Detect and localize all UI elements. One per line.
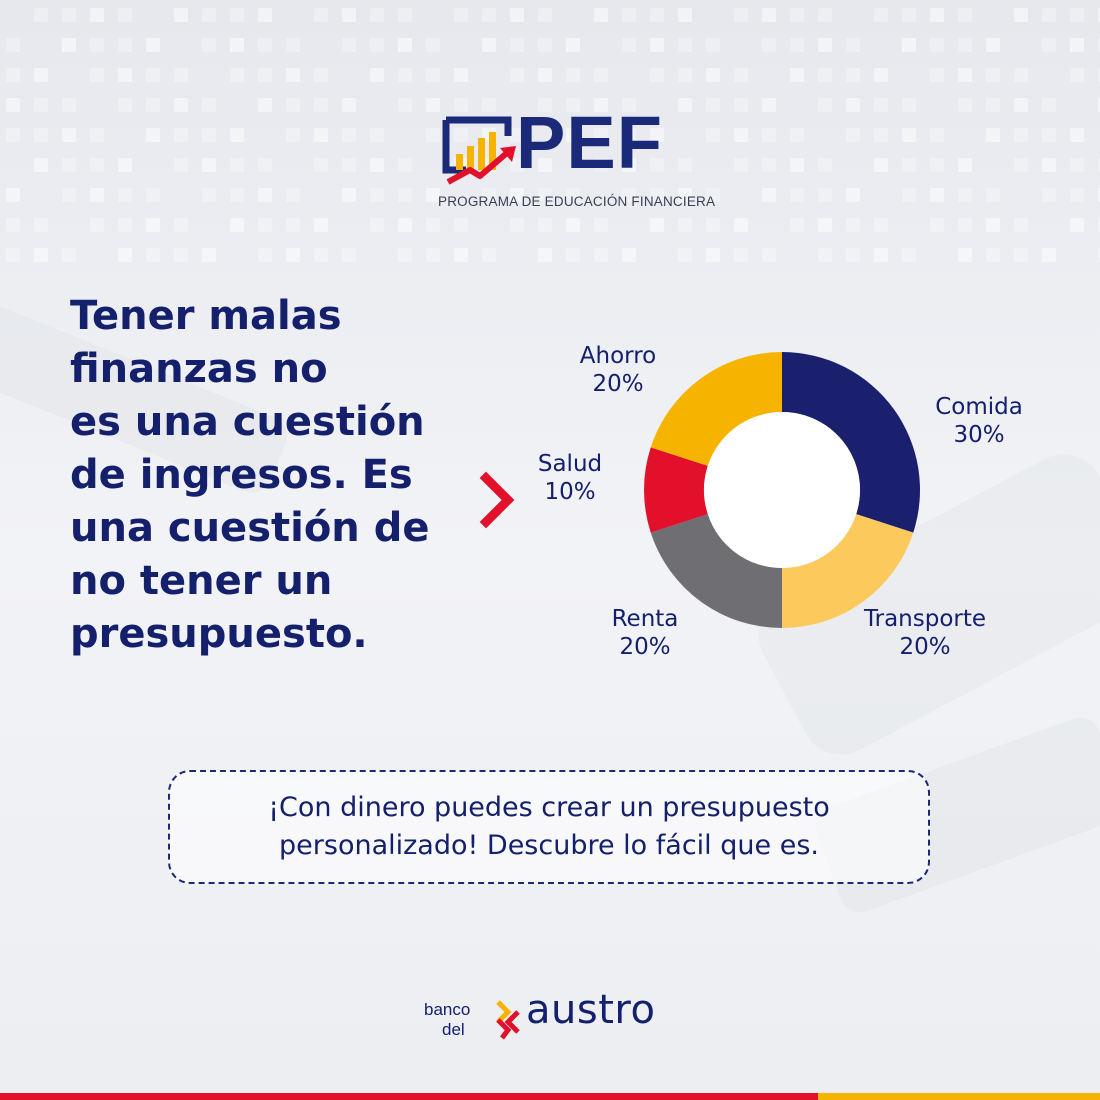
headline-line: presupuesto. [70,611,368,657]
bank-logo-small-text: banco [424,1000,471,1019]
slice-label-transporte: Transporte [863,606,986,632]
slice-value-renta: 20% [619,634,670,660]
headline-line: finanzas no [70,346,328,392]
cta-line: ¡Con dinero puedes crear un presupuesto [268,792,830,823]
donut-slice-transporte [782,514,914,628]
slice-label-salud: Salud [538,451,602,477]
chevron-right-icon [479,471,515,529]
slice-value-comida: 30% [953,422,1004,448]
slice-value-salud: 10% [544,479,595,505]
slice-value-transporte: 20% [899,634,950,660]
donut-slice-comida [782,352,920,533]
donut-hole [704,412,860,568]
rising-bars-arrow-icon [442,116,516,185]
bank-logo-name: austro [526,987,656,1033]
slice-label-ahorro: Ahorro [580,343,656,369]
bank-logo-small-text: del [442,1020,465,1039]
slice-label-renta: Renta [612,606,679,632]
headline-line: es una cuestión [70,399,425,445]
slice-label-comida: Comida [935,394,1023,420]
headline: Tener malas finanzas no es una cuestión … [70,290,490,661]
cta-line: personalizado! Descubre lo fácil que es. [279,830,819,861]
budget-donut-chart: Comida30%Transporte20%Renta20%Salud10%Ah… [538,343,1023,660]
headline-line: una cuestión de [70,505,430,551]
slice-value-ahorro: 20% [592,371,643,397]
banco-del-austro-logo: banco del austro [424,990,684,1046]
footer-bar-gold [818,1093,1100,1100]
donut-slice-ahorro [650,352,782,466]
headline-line: de ingresos. Es [70,452,413,498]
donut-slice-renta [650,514,782,628]
footer-bar-red [0,1093,818,1100]
pef-logo-name: PEF [516,101,663,184]
donut-slice-salud [644,447,708,533]
banco-del-austro-mark-icon [496,1000,520,1040]
headline-line: Tener malas [70,293,342,339]
pef-logo: PEF PROGRAMA DE EDUCACIÓN FINANCIERA [436,106,715,212]
headline-line: no tener un [70,558,333,604]
pef-logo-subtitle: PROGRAMA DE EDUCACIÓN FINANCIERA [438,194,716,209]
cta-box: ¡Con dinero puedes crear un presupuesto … [168,770,930,884]
